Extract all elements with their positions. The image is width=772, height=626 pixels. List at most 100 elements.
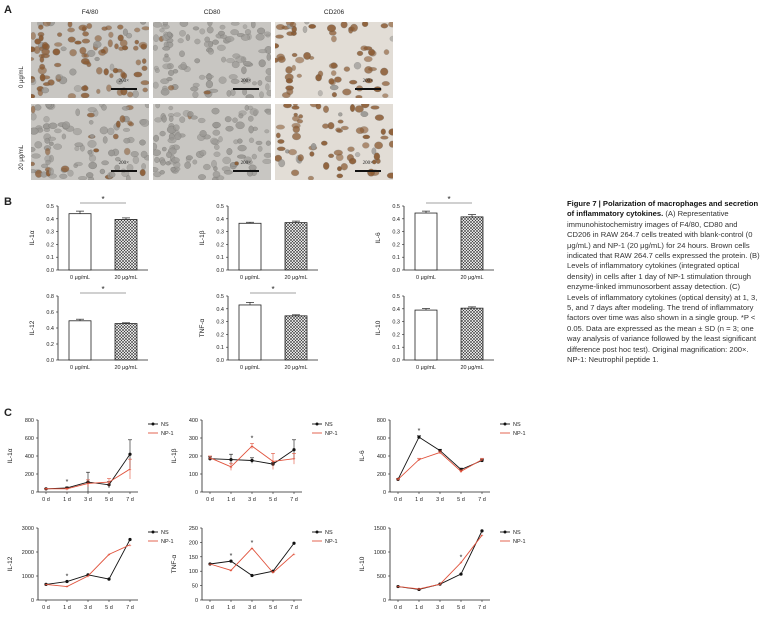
significance-star: *: [251, 435, 254, 442]
x-tick-label: 0 μg/mL: [240, 365, 260, 371]
x-tick-label: 1 d: [227, 497, 235, 503]
y-tick-label: 0.1: [392, 255, 400, 261]
legend-label: NS: [161, 422, 169, 428]
x-tick-label: 0 d: [42, 497, 50, 503]
y-tick-label: 0.5: [216, 294, 224, 300]
data-point-np1: +: [293, 552, 296, 558]
y-tick-label: 0.2: [46, 242, 54, 248]
y-tick-label: 0.1: [46, 255, 54, 261]
y-tick-label: 800: [377, 418, 386, 424]
micrograph-cd80-0: 200×: [153, 22, 271, 98]
panel-label-a: A: [4, 4, 12, 16]
data-point-ns: [229, 559, 233, 563]
figure-caption: Figure 7 | Polarization of macrophages a…: [567, 199, 762, 366]
panel-label-c: C: [4, 407, 12, 419]
series-line-np1: [45, 544, 131, 588]
y-tick-label: 0.5: [392, 294, 400, 300]
x-tick-label: 5 d: [105, 497, 113, 503]
significance-star: *: [101, 195, 104, 204]
series-line-ns: [397, 436, 483, 480]
y-tick-label: 0.3: [216, 230, 224, 236]
data-point-np1: +: [251, 546, 254, 552]
x-tick-label: 20 μg/mL: [114, 275, 137, 281]
y-tick-label: 200: [25, 472, 34, 478]
y-tick-label: 400: [189, 418, 198, 424]
data-point-np1: +: [397, 477, 400, 483]
data-point-np1: +: [87, 574, 90, 580]
x-tick-label: 1 d: [63, 605, 71, 611]
micrograph-cd206-20: 200×: [275, 104, 393, 180]
data-point-np1: +: [251, 444, 254, 450]
y-axis-label: IL-1α: [7, 448, 14, 463]
data-point-ns: [65, 579, 69, 584]
y-tick-label: 2000: [22, 550, 34, 556]
data-point-ns: [128, 537, 132, 542]
y-tick-label: 0.5: [46, 204, 54, 210]
y-axis-label: IL-10: [375, 320, 382, 335]
legend-label: NP-1: [161, 539, 174, 545]
y-tick-label: 0.4: [46, 217, 54, 223]
data-point-np1: +: [397, 585, 400, 591]
x-tick-label: 7 d: [478, 605, 486, 611]
legend-label: NS: [325, 422, 333, 428]
y-tick-label: 0: [383, 598, 386, 604]
scale-bar: [355, 88, 381, 90]
bar: [68, 320, 92, 361]
data-point-ns: [480, 529, 484, 533]
bar: [460, 307, 484, 361]
data-point-np1: +: [66, 487, 69, 493]
scale-bar: [111, 88, 137, 90]
significance-star: *: [230, 553, 233, 560]
legend-label: NP-1: [325, 539, 338, 545]
y-tick-label: 0: [31, 490, 34, 496]
y-tick-label: 100: [189, 472, 198, 478]
y-tick-label: 0: [195, 598, 198, 604]
legend-label: NS: [513, 422, 521, 428]
x-tick-label: 7 d: [290, 497, 298, 503]
caption-body: (A) Representative immunohistochemistry …: [567, 209, 760, 365]
column-header-f480: F4/80: [81, 9, 99, 16]
data-point-np1: +: [439, 582, 442, 588]
x-tick-label: 5 d: [105, 605, 113, 611]
significance-star: *: [251, 540, 254, 547]
y-tick-label: 1000: [22, 574, 34, 580]
y-axis-label: IL-12: [29, 320, 36, 335]
data-point-np1: +: [439, 450, 442, 456]
scale-bar: [233, 88, 259, 90]
x-tick-label: 5 d: [269, 497, 277, 503]
bar: [238, 304, 262, 361]
y-axis-label: IL-10: [359, 556, 366, 571]
x-tick-label: 3 d: [84, 497, 92, 503]
data-point-np1: +: [481, 533, 484, 539]
data-point-np1: +: [481, 458, 484, 464]
data-point-np1: +: [209, 562, 212, 568]
data-point-np1: +: [293, 457, 296, 463]
y-tick-label: 0.4: [216, 307, 224, 313]
data-point-np1: +: [230, 465, 233, 471]
x-tick-label: 7 d: [126, 605, 134, 611]
x-tick-label: 5 d: [457, 605, 465, 611]
y-tick-label: 0.1: [216, 255, 224, 261]
y-axis-label: TNF-α: [199, 318, 206, 337]
significance-star: *: [66, 574, 69, 581]
y-tick-label: 0.5: [392, 204, 400, 210]
y-tick-label: 0.0: [46, 358, 54, 364]
significance-star: *: [418, 428, 421, 435]
x-tick-label: 20 μg/mL: [460, 365, 483, 371]
bar: [284, 315, 308, 361]
data-point-np1: +: [108, 480, 111, 486]
y-tick-label: 0: [195, 490, 198, 496]
series-line-ns: [397, 530, 483, 590]
y-tick-label: 0.1: [392, 345, 400, 351]
x-tick-label: 0 μg/mL: [240, 275, 260, 281]
legend-label: NP-1: [161, 431, 174, 437]
legend-label: NS: [513, 530, 521, 536]
x-tick-label: 7 d: [478, 497, 486, 503]
significance-star: *: [447, 195, 450, 204]
bar: [238, 222, 262, 271]
y-tick-label: 0.0: [216, 358, 224, 364]
x-tick-label: 0 d: [394, 497, 402, 503]
x-tick-label: 3 d: [84, 605, 92, 611]
chart-canvas: 0.0 0.1 0.2 0.3 0.4 0.5 IL-1α 0 μg/mL 20 μg/mL * 0…: [7, 195, 526, 611]
y-tick-label: 0: [31, 598, 34, 604]
